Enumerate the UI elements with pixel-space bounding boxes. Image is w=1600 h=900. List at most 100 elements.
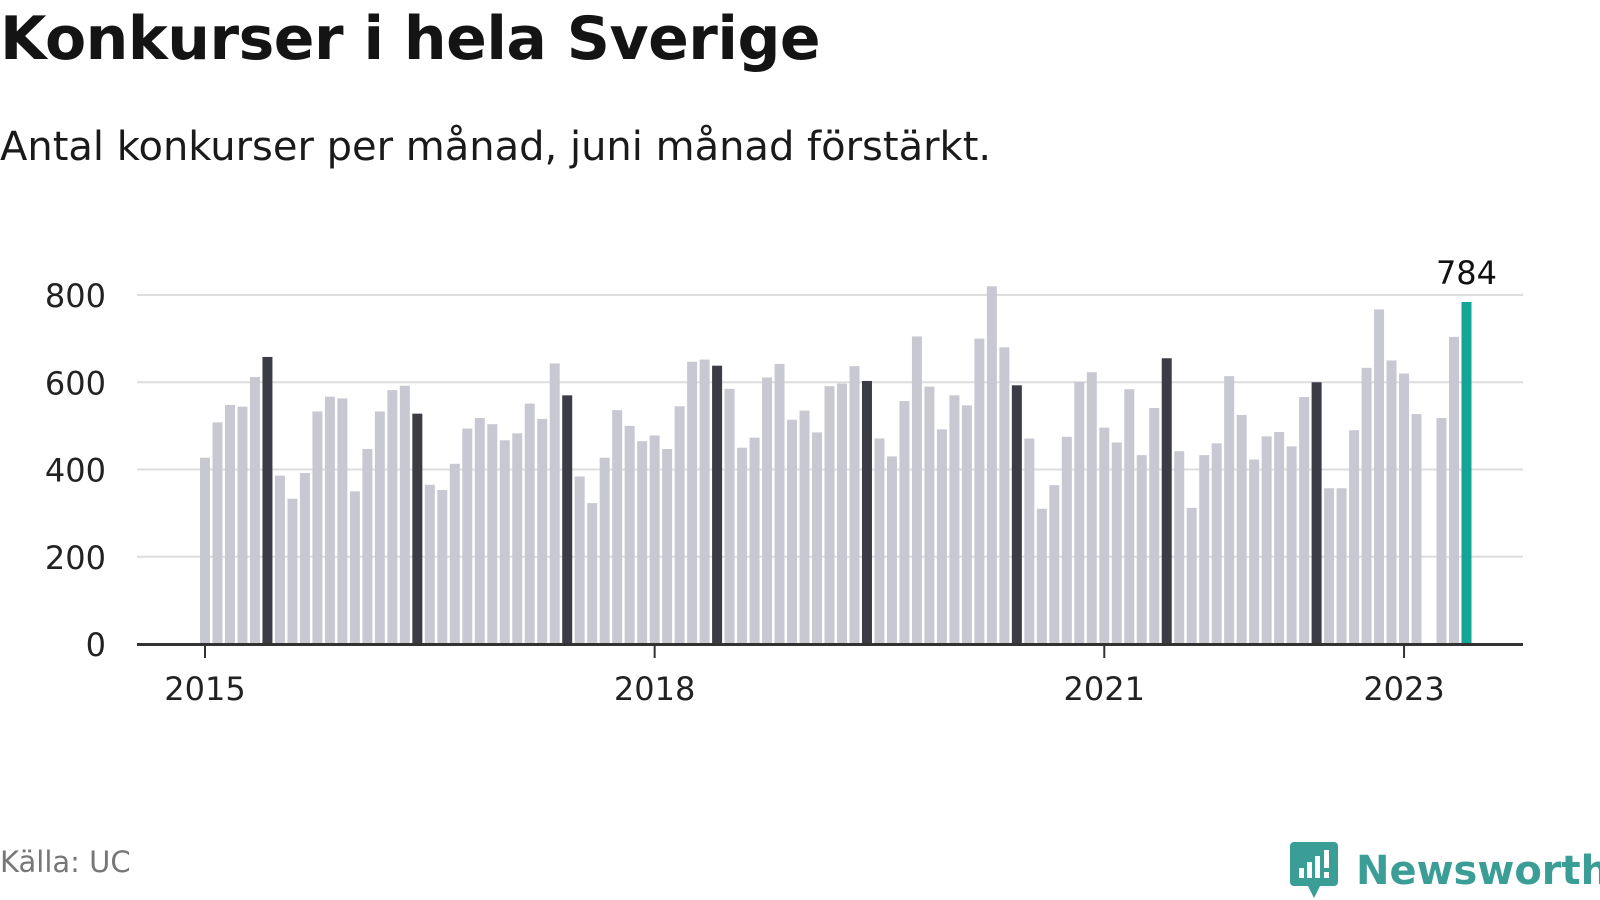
bar [911, 336, 922, 644]
bar [212, 422, 223, 644]
bar [612, 410, 623, 644]
y-tick-label: 200 [45, 539, 106, 577]
bar [949, 395, 960, 644]
bar [1024, 438, 1035, 644]
x-tick-label: 2021 [1064, 670, 1145, 708]
bar [512, 433, 523, 644]
bar [387, 390, 398, 644]
bar [824, 386, 835, 644]
bar [1236, 414, 1247, 644]
bar [1336, 488, 1347, 644]
bar [1286, 446, 1297, 644]
bar [262, 356, 273, 644]
bar [399, 385, 410, 644]
bar [424, 484, 435, 644]
bar [999, 347, 1010, 644]
bar [674, 406, 685, 644]
bar [337, 398, 348, 644]
bar [836, 383, 847, 644]
bar [1061, 436, 1072, 644]
bar [1074, 381, 1085, 644]
bar [1386, 360, 1397, 644]
bar [449, 463, 460, 644]
bar [849, 366, 860, 644]
chart-subtitle: Antal konkurser per månad, juni månad fö… [0, 124, 992, 170]
source-label: Källa: UC [0, 845, 131, 879]
x-tick-label: 2018 [614, 670, 695, 708]
bar [649, 435, 660, 644]
bar [599, 457, 610, 644]
bar [637, 441, 648, 644]
bar [299, 472, 310, 644]
bar [349, 491, 360, 644]
bar [1211, 443, 1222, 644]
bar [662, 448, 673, 644]
bar [574, 476, 585, 644]
bar [799, 410, 810, 644]
bar [587, 503, 598, 644]
bar [1361, 367, 1372, 644]
bar [774, 363, 785, 644]
latest-value-label: 784 [1436, 254, 1497, 292]
bar [549, 363, 560, 644]
bar [1149, 407, 1160, 644]
bar [1449, 336, 1459, 644]
bar [1124, 389, 1135, 644]
bar [412, 413, 423, 644]
bar [687, 361, 698, 644]
bar [1199, 455, 1210, 644]
bar [1224, 376, 1235, 644]
bar [437, 490, 448, 644]
bar [1349, 430, 1360, 644]
bar [1249, 459, 1260, 644]
bar [1374, 309, 1385, 644]
bar [1086, 372, 1097, 644]
bar [499, 440, 510, 644]
bar [1411, 414, 1422, 644]
x-tick-label: 2023 [1363, 670, 1444, 708]
bar [274, 475, 285, 644]
bar [886, 456, 897, 644]
bar [487, 424, 498, 644]
bar [861, 380, 872, 644]
bar [1261, 436, 1272, 644]
bar [986, 286, 997, 644]
bar [924, 386, 935, 644]
bar [699, 359, 710, 644]
bar [936, 429, 947, 644]
bar [712, 365, 723, 644]
brand-name: Newsworthy [1356, 848, 1600, 894]
brand-logo: Newsworthy [1290, 842, 1600, 900]
bar [237, 406, 248, 644]
bar [874, 438, 885, 644]
bar [374, 411, 385, 644]
bar [812, 432, 823, 644]
newsworthy-icon [1290, 842, 1338, 898]
bar [737, 447, 748, 644]
bar [1161, 358, 1172, 644]
bar [1136, 455, 1147, 644]
x-tick-label: 2015 [164, 670, 245, 708]
bar [200, 457, 210, 644]
bar [762, 377, 773, 644]
bar [324, 396, 335, 644]
bar [1436, 418, 1447, 644]
bar [961, 405, 972, 644]
bar [787, 419, 798, 644]
bar [974, 338, 985, 644]
bar [1011, 385, 1022, 644]
bar [1311, 382, 1322, 644]
y-tick-label: 600 [45, 364, 106, 402]
bar [287, 498, 298, 644]
bar [524, 403, 535, 644]
bar [1036, 508, 1047, 644]
bar [1324, 488, 1335, 644]
bar [1299, 397, 1310, 644]
bar [724, 388, 735, 644]
bar [362, 448, 373, 644]
bar [562, 395, 573, 644]
y-tick-label: 0 [86, 626, 106, 664]
bar [537, 418, 548, 644]
bar [249, 377, 260, 644]
